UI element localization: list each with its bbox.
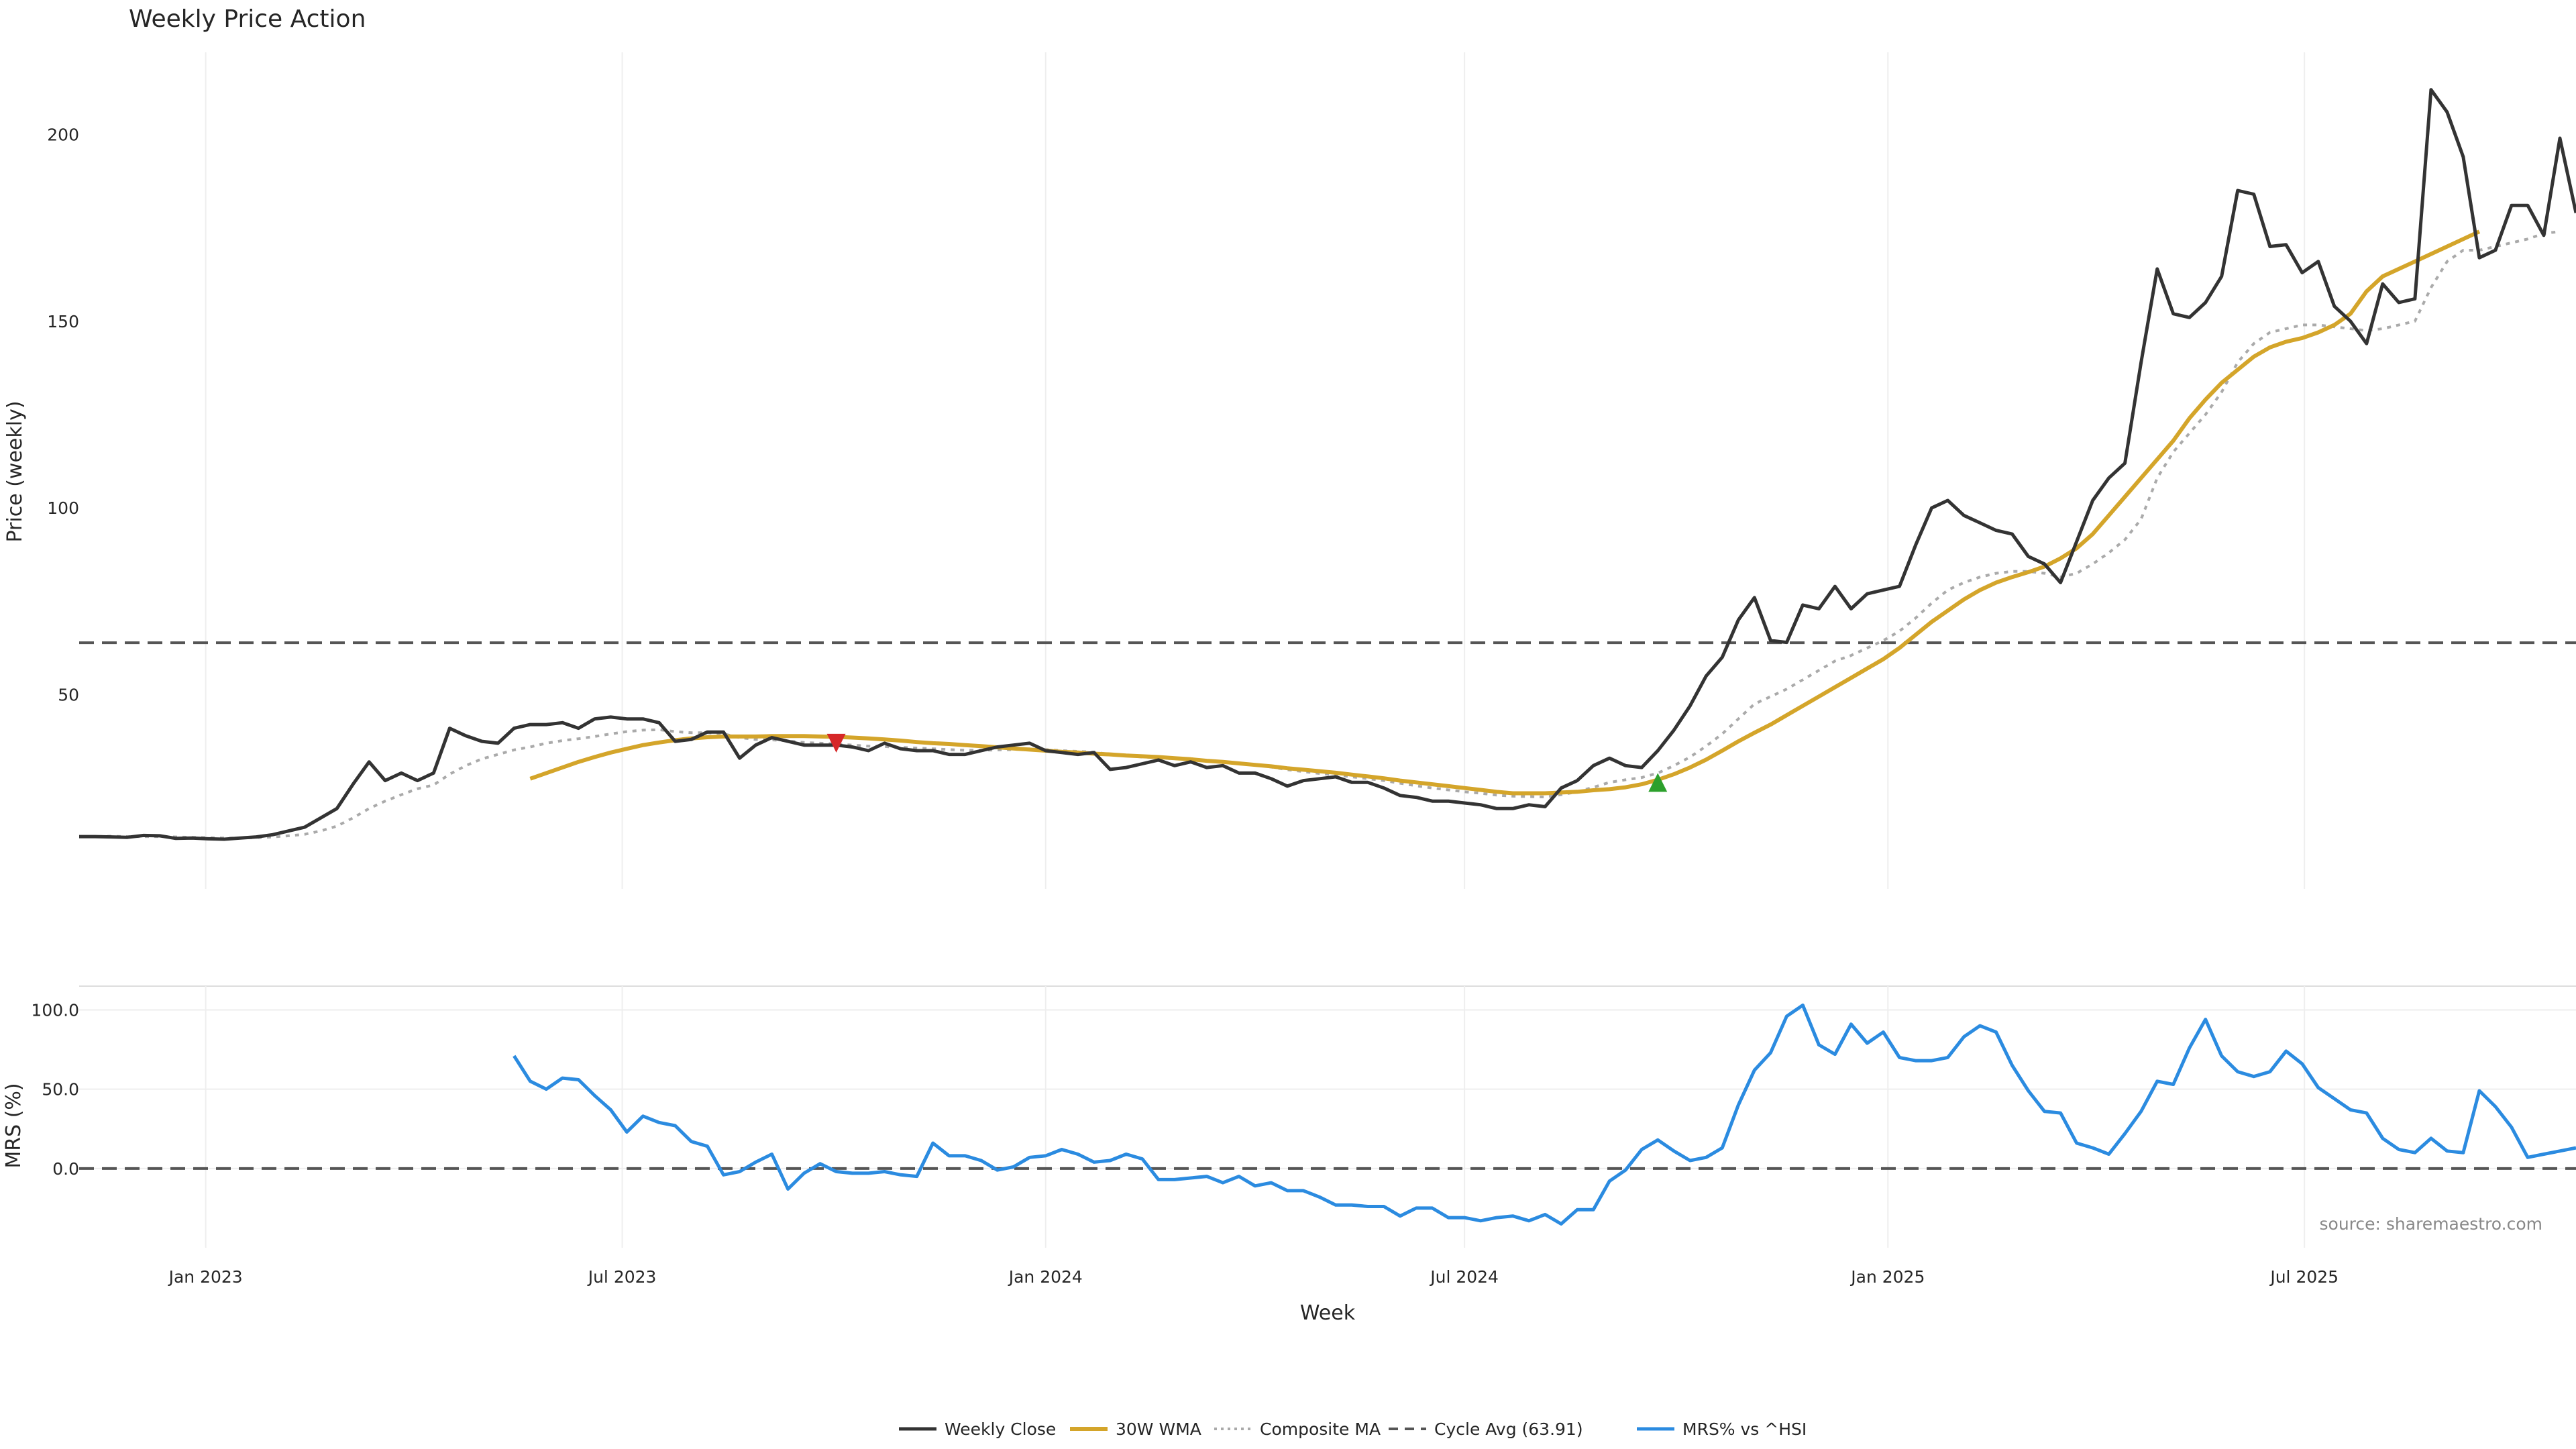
x-ticks: Jan 2023 Jul 2023 Jan 2024 Jul 2024 Jan 2025… [168, 1267, 2339, 1287]
price-y-ticks: 50 100 150 200 [47, 125, 79, 704]
price-y-tick: 200 [47, 125, 79, 144]
legend-label-wma: 30W WMA [1116, 1419, 1201, 1439]
x-axis-label: Week [1300, 1301, 1356, 1325]
price-grid [205, 52, 2306, 889]
signal-markers [826, 733, 1668, 792]
legend-label-close: Weekly Close [945, 1419, 1056, 1439]
mrs-y-label: MRS (%) [2, 1083, 25, 1168]
legend-label-composite: Composite MA [1260, 1419, 1381, 1439]
mrs-panel: 0.0 50.0 100.0 MRS (%) source: sharemaestr… [2, 986, 2576, 1248]
legend-label-cycle: Cycle Avg (63.91) [1434, 1419, 1583, 1439]
x-tick: Jul 2023 [587, 1267, 657, 1287]
mrs-y-tick: 100.0 [31, 1000, 79, 1020]
x-tick: Jan 2025 [1849, 1267, 1925, 1287]
x-tick: Jul 2025 [2269, 1267, 2339, 1287]
composite-ma-line [79, 230, 2561, 840]
price-y-tick: 50 [58, 686, 79, 705]
price-y-label: Price (weekly) [3, 400, 27, 542]
price-y-tick: 100 [47, 498, 79, 518]
chart-title: Weekly Price Action [129, 5, 366, 33]
price-panel: 50 100 150 200 Price (weekly) [3, 52, 2576, 889]
legend: Weekly Close 30W WMA Composite MA Cycle Avg… [899, 1419, 1807, 1439]
buy-signal-marker [1648, 773, 1668, 792]
legend-label-mrs: MRS% vs ^HSI [1682, 1419, 1807, 1439]
weekly-close-line [79, 88, 2576, 841]
x-tick: Jan 2023 [168, 1267, 243, 1287]
sell-signal-marker [826, 733, 846, 753]
mrs-line [513, 1003, 2576, 1226]
wma-30w-line [529, 229, 2481, 796]
mrs-y-ticks: 0.0 50.0 100.0 [31, 1000, 79, 1178]
price-y-tick: 150 [47, 312, 79, 331]
mrs-y-tick: 0.0 [52, 1159, 79, 1179]
x-tick: Jul 2024 [1429, 1267, 1499, 1287]
mrs-y-tick: 50.0 [42, 1080, 79, 1099]
source-note: source: sharemaestro.com [2320, 1214, 2543, 1234]
x-tick: Jan 2024 [1008, 1267, 1083, 1287]
